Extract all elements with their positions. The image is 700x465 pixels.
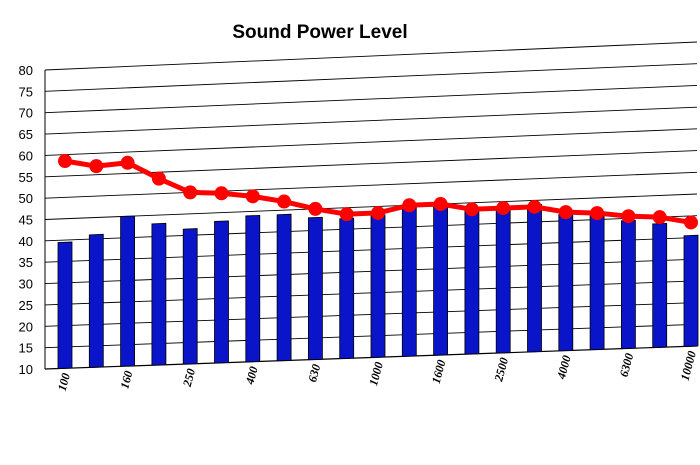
line-point — [120, 155, 135, 170]
bar — [276, 213, 292, 362]
bar-series — [57, 203, 699, 369]
line-point — [652, 210, 667, 225]
y-tick-label: 15 — [19, 341, 33, 356]
y-tick-label: 25 — [19, 298, 33, 313]
line-point — [245, 189, 260, 204]
bar — [88, 233, 104, 368]
line-point — [58, 154, 72, 169]
gridline — [44, 41, 698, 71]
x-tick-label: 630 — [305, 363, 323, 384]
x-tick-label: 400 — [242, 365, 260, 387]
line-series — [58, 154, 698, 230]
line-point — [183, 185, 198, 200]
line-point — [402, 198, 417, 213]
line-point — [590, 206, 605, 221]
bar — [652, 222, 668, 348]
line-point — [496, 201, 511, 216]
bar — [433, 205, 449, 356]
line-point — [684, 215, 698, 230]
bar — [401, 206, 417, 357]
line-point — [464, 202, 479, 217]
gridline — [44, 84, 698, 114]
y-axis-tick-labels: 10 15 20 25 30 35 40 45 50 55 60 65 70 75 80 — [19, 63, 33, 377]
bar — [120, 215, 136, 367]
y-tick-label: 65 — [19, 127, 33, 142]
line-point — [308, 201, 323, 216]
line-point — [277, 194, 292, 209]
y-tick-label: 20 — [19, 319, 33, 334]
x-tick-label: 6300 — [617, 352, 637, 379]
bar — [558, 213, 574, 352]
y-tick-label: 75 — [19, 84, 33, 99]
bar — [339, 217, 355, 360]
gridline — [44, 150, 698, 178]
bar — [214, 220, 229, 364]
line-point — [433, 197, 448, 212]
bar — [621, 219, 636, 350]
gridline — [44, 106, 698, 135]
y-tick-label: 80 — [19, 63, 33, 78]
bar — [245, 214, 261, 363]
gridline — [44, 193, 698, 220]
line-point — [371, 205, 385, 220]
y-tick-label: 30 — [19, 277, 33, 292]
line-point — [558, 205, 573, 220]
x-tick-label: 2500 — [491, 356, 511, 384]
x-tick-label: 1600 — [429, 358, 449, 385]
bar — [151, 222, 167, 366]
x-tick-label: 250 — [180, 367, 198, 389]
bar — [527, 203, 542, 353]
line-point — [527, 199, 542, 214]
line-point — [89, 159, 104, 174]
bar — [464, 208, 480, 355]
y-tick-label: 10 — [19, 362, 33, 377]
y-tick-label: 70 — [19, 106, 33, 121]
y-tick-label: 50 — [19, 191, 33, 206]
gridline — [44, 171, 698, 199]
line-point — [339, 207, 354, 222]
y-tick-label: 60 — [19, 148, 33, 163]
bar — [370, 214, 386, 358]
bar — [683, 234, 699, 347]
chart-title: Sound Power Level — [232, 22, 407, 43]
line-point — [621, 209, 636, 224]
bar — [589, 214, 605, 351]
line-point — [151, 171, 166, 186]
y-tick-label: 55 — [19, 170, 33, 185]
line-point — [214, 186, 229, 201]
y-tick-label: 45 — [19, 213, 33, 228]
x-tick-label: 160 — [117, 369, 135, 390]
bar — [182, 228, 198, 365]
gridline — [44, 128, 698, 156]
bar — [57, 241, 73, 369]
x-tick-label: 100 — [55, 371, 73, 392]
x-tick-label: 1000 — [366, 360, 386, 387]
bar — [307, 216, 323, 361]
y-tick-label: 40 — [19, 234, 33, 249]
x-tick-label: 10000 — [678, 349, 699, 382]
y-tick-label: 35 — [19, 255, 33, 270]
bar — [495, 207, 511, 354]
gridline — [44, 63, 698, 92]
x-tick-label: 4000 — [554, 354, 574, 382]
